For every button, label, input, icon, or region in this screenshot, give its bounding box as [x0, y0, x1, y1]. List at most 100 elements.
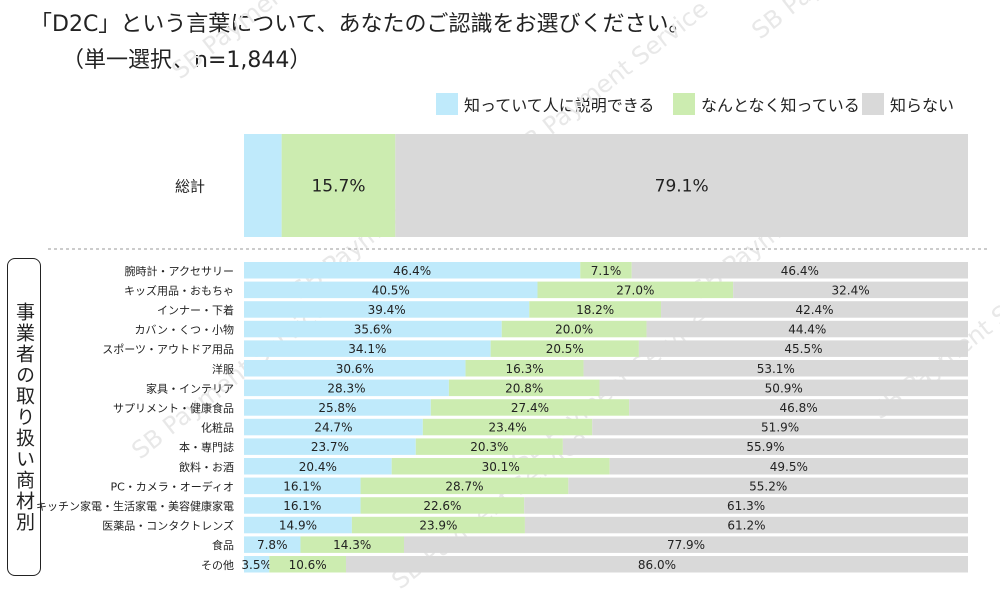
category-label: インナー・下着 [157, 303, 234, 317]
data-label: 45.5% [784, 342, 822, 356]
category-label: 化粧品 [201, 421, 234, 435]
data-label: 77.9% [667, 538, 705, 552]
bar-segment [568, 477, 968, 495]
data-label: 46.4% [393, 264, 431, 278]
category-label: キッチン家電・生活家電・美容健康家電 [36, 499, 234, 513]
data-label: 30.1% [482, 460, 520, 474]
side-label: 事業者の取り扱い商材別 [13, 301, 35, 533]
chart-title: 「D2C」という言葉について、あなたのご認識をお選びください。 [30, 12, 691, 37]
bar-segment [360, 497, 525, 514]
watermark-text: SB Payment Service [746, 0, 953, 45]
category-label: PC・カメラ・オーディオ [110, 479, 234, 493]
data-label: 32.4% [832, 283, 870, 297]
bar-segment [244, 477, 361, 495]
bar-segment [244, 516, 352, 534]
legend-label-unknown: 知らない [890, 96, 955, 115]
bar-segment [609, 458, 968, 475]
data-label: 44.4% [788, 323, 826, 337]
data-label: 23.4% [488, 421, 526, 435]
data-label: 20.3% [470, 440, 508, 454]
bar-segment [501, 320, 647, 338]
category-label: 食品 [212, 538, 234, 552]
data-label: 14.3% [333, 538, 371, 552]
data-label: 35.6% [354, 323, 392, 337]
bar-segment [629, 399, 968, 416]
category-label: 洋服 [212, 362, 234, 376]
data-label: 14.9% [279, 519, 317, 533]
data-label: 16.1% [283, 479, 321, 493]
data-label: 20.8% [505, 381, 543, 395]
bar-segment [661, 301, 968, 318]
data-label: 49.5% [770, 460, 808, 474]
bar-segment [638, 340, 968, 357]
bar-segment [430, 399, 630, 416]
bar-segment [300, 536, 405, 553]
data-label: 61.2% [727, 519, 765, 533]
bar-segment [537, 281, 734, 299]
data-label: 24.7% [314, 421, 352, 435]
bar-segment [244, 458, 392, 475]
data-label: 53.1% [757, 362, 795, 376]
data-label: 7.1% [591, 264, 622, 278]
bar-segment [244, 399, 431, 416]
bar-segment [490, 340, 639, 357]
data-label: 51.9% [761, 421, 799, 435]
data-label: 16.3% [505, 362, 543, 376]
bar-segment [524, 497, 968, 514]
data-label: 23.7% [311, 440, 349, 454]
legend-label-explain: 知っていて人に説明できる [464, 96, 655, 115]
category-label: 飲料・お酒 [179, 460, 234, 474]
data-label: 27.4% [511, 401, 549, 415]
bar-segment [580, 262, 632, 279]
data-label: 10.6% [289, 558, 327, 572]
bar-segment [592, 418, 968, 436]
data-label: 40.5% [372, 283, 410, 297]
bar-segment [646, 320, 968, 338]
category-label: その他 [201, 559, 234, 572]
data-label: 16.1% [283, 499, 321, 513]
data-label: 46.8% [780, 401, 818, 415]
bar-segment [631, 262, 968, 279]
bar-segment [529, 301, 662, 318]
bar-segment [244, 281, 538, 299]
data-label: 46.4% [781, 264, 819, 278]
bar-segment [562, 438, 968, 455]
data-label: 23.9% [419, 519, 457, 533]
bar-segment [404, 536, 968, 553]
data-label: 27.0% [616, 283, 654, 297]
data-label: 34.1% [348, 342, 386, 356]
bar-segment [244, 497, 361, 514]
data-label: 20.0% [555, 323, 593, 337]
legend-swatch-explain [436, 93, 458, 115]
bar-segment [345, 556, 968, 573]
data-label: 39.4% [368, 303, 406, 317]
bar-segment [244, 379, 449, 397]
category-label: キッズ用品・おもちゃ [124, 283, 234, 297]
data-label: 42.4% [795, 303, 833, 317]
data-label: 25.8% [318, 401, 356, 415]
chart-subtitle: （単一選択、n=1,844） [62, 48, 312, 73]
total-data-label: 15.7% [311, 177, 365, 197]
bar-segment [244, 340, 491, 357]
bar-segment [269, 556, 346, 573]
total-category-label: 総計 [175, 178, 205, 196]
data-label: 86.0% [638, 558, 676, 572]
data-label: 20.5% [546, 342, 584, 356]
category-label: カバン・くつ・小物 [134, 323, 234, 337]
data-label: 7.8% [257, 538, 288, 552]
category-label: スポーツ・アウトドア用品 [102, 343, 234, 356]
bar-segment [244, 536, 301, 553]
legend-item-unknown: 知らない [862, 92, 955, 115]
legend-item-somewhat: なんとなく知っている [673, 92, 860, 115]
bar-segment [415, 438, 563, 455]
data-label: 22.6% [423, 499, 461, 513]
category-label: サプリメント・健康食品 [113, 401, 234, 415]
category-label: 本・専門誌 [179, 440, 234, 454]
bar-segment [244, 301, 530, 318]
category-label: 家具・インテリア [146, 381, 234, 395]
total-bar-segment [281, 134, 396, 237]
bar-segment [733, 281, 968, 299]
watermark-text: SB Payment Service [866, 254, 1000, 424]
data-label: 28.3% [327, 381, 365, 395]
legend-item-explain: 知っていて人に説明できる [436, 92, 655, 115]
